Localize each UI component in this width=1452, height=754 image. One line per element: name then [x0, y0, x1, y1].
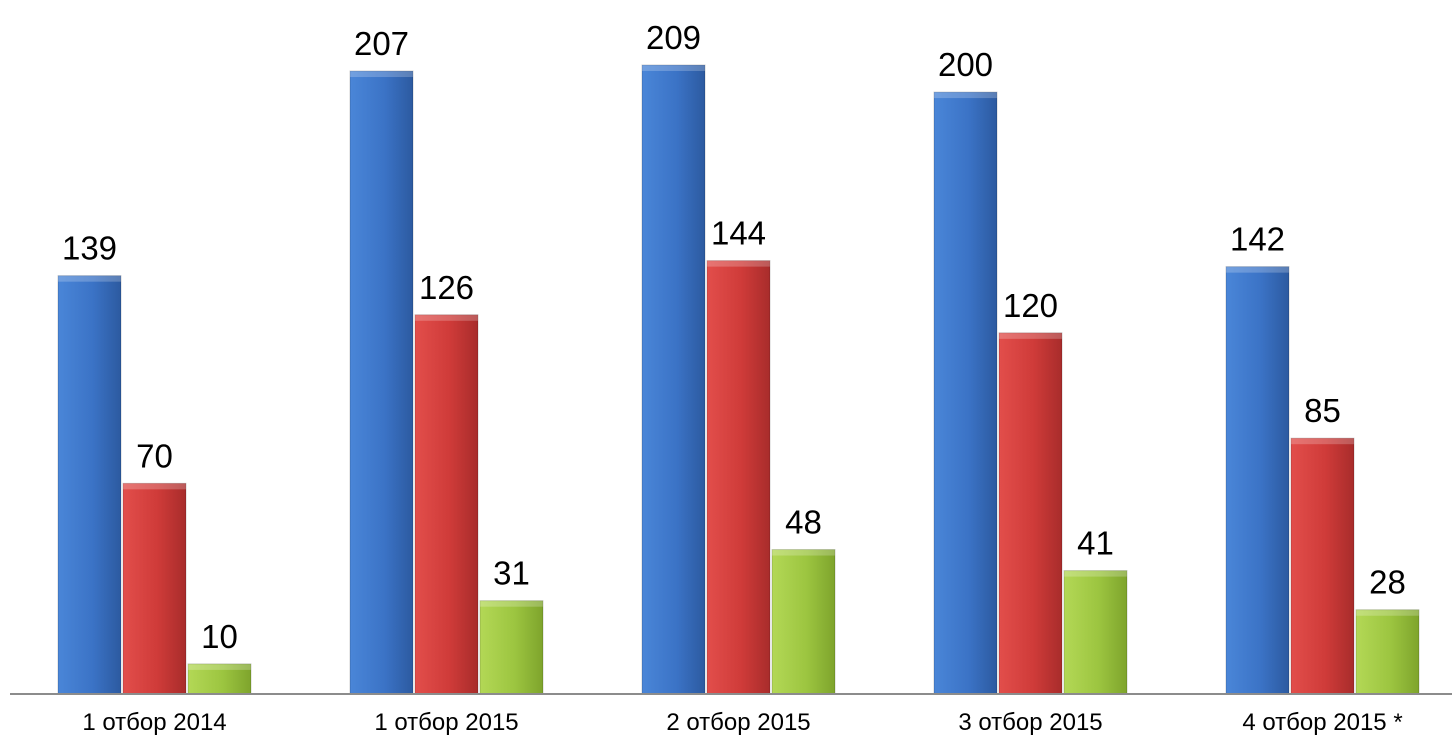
category-label-4: 3 отбор 2015 — [958, 709, 1102, 736]
bar-5-series-3 — [1355, 609, 1420, 695]
bar-5-series-2 — [1290, 437, 1355, 695]
category-label-1: 1 отбор 2014 — [82, 709, 226, 736]
bar-3-series-2 — [706, 260, 771, 695]
data-label-4-series-2: 120 — [1003, 287, 1058, 324]
bar-2-series-2 — [414, 314, 479, 695]
bar-highlight-2-2 — [415, 314, 478, 321]
bar-highlight-1-1 — [58, 275, 121, 282]
data-label-3-series-1: 209 — [646, 19, 701, 56]
bar-highlight-4-1 — [934, 92, 997, 99]
bar-4-series-1 — [933, 91, 998, 695]
data-label-4-series-3: 41 — [1077, 525, 1114, 562]
bar-highlight-5-2 — [1291, 438, 1354, 445]
data-label-5-series-1: 142 — [1230, 221, 1285, 258]
data-label-5-series-3: 28 — [1369, 564, 1406, 601]
data-label-3-series-2: 144 — [711, 215, 766, 252]
bar-highlight-1-2 — [123, 483, 186, 490]
bar-highlight-5-3 — [1356, 609, 1419, 616]
bar-4-series-3 — [1063, 570, 1128, 695]
category-label-3: 2 отбор 2015 — [666, 709, 810, 736]
bar-4-series-2 — [998, 332, 1063, 695]
bar-highlight-1-3 — [188, 663, 251, 670]
bar-1-series-2 — [122, 482, 187, 695]
category-label-5: 4 отбор 2015 * — [1242, 709, 1402, 736]
bar-highlight-2-3 — [480, 600, 543, 607]
data-label-3-series-3: 48 — [785, 504, 822, 541]
data-label-1-series-2: 70 — [136, 437, 173, 474]
bar-2-series-3 — [479, 600, 544, 695]
bar-3-series-3 — [771, 549, 836, 695]
plot-area: 139 70 10 1 отбор 2014 207 126 31 1 отбор 2015 2… — [57, 19, 1420, 736]
bar-highlight-5-1 — [1226, 266, 1289, 273]
bar-highlight-3-3 — [772, 549, 835, 556]
bar-highlight-2-1 — [350, 71, 413, 78]
bar-5-series-1 — [1225, 266, 1290, 695]
bar-highlight-4-2 — [999, 332, 1062, 339]
bar-2-series-1 — [349, 70, 414, 695]
category-label-2: 1 отбор 2015 — [374, 709, 518, 736]
data-label-1-series-3: 10 — [201, 618, 238, 655]
data-label-4-series-1: 200 — [938, 46, 993, 83]
bar-1-series-3 — [187, 663, 252, 695]
bar-highlight-4-3 — [1064, 570, 1127, 577]
data-label-5-series-2: 85 — [1304, 392, 1341, 429]
bar-highlight-3-2 — [707, 260, 770, 267]
data-label-2-series-2: 126 — [419, 269, 474, 306]
bar-highlight-3-1 — [642, 65, 705, 71]
data-label-2-series-3: 31 — [493, 555, 530, 592]
bar-1-series-1 — [57, 275, 122, 695]
data-label-2-series-1: 207 — [354, 25, 409, 62]
bar-3-series-1 — [641, 64, 706, 695]
data-label-1-series-1: 139 — [62, 230, 117, 267]
